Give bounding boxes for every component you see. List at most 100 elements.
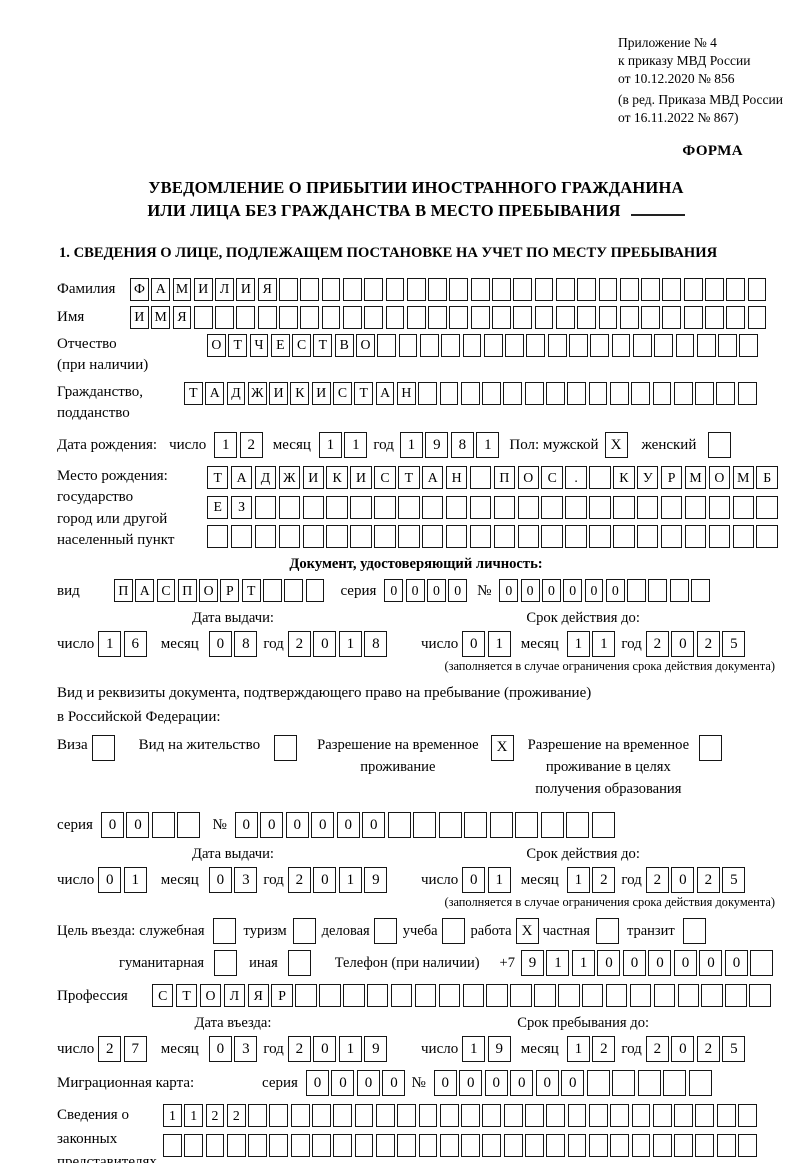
form-cell[interactable]	[726, 305, 746, 329]
form-cell[interactable]	[418, 1104, 438, 1128]
form-cell[interactable]: 2	[205, 1104, 225, 1128]
form-cell[interactable]: Д	[226, 381, 246, 405]
form-cell[interactable]: 2	[239, 432, 263, 459]
purpose-private-checkbox[interactable]	[595, 918, 619, 945]
form-cell[interactable]: Я	[257, 277, 277, 301]
form-cell[interactable]: 0	[605, 579, 625, 603]
form-cell[interactable]: О	[199, 579, 218, 603]
form-cell[interactable]	[629, 984, 652, 1008]
form-cell[interactable]	[505, 333, 524, 357]
form-cell[interactable]	[631, 381, 651, 405]
purpose-transit-checkbox[interactable]	[682, 918, 706, 945]
form-cell[interactable]	[695, 1133, 715, 1157]
form-cell[interactable]	[449, 277, 469, 301]
form-cell[interactable]: X	[515, 918, 539, 945]
form-cell[interactable]: С	[541, 466, 563, 490]
form-cell[interactable]	[418, 381, 438, 405]
form-cell[interactable]: С	[292, 333, 311, 357]
form-cell[interactable]: А	[135, 579, 155, 603]
form-cell[interactable]: 2	[645, 1036, 669, 1063]
form-cell[interactable]: Т	[313, 333, 333, 357]
form-cell[interactable]	[588, 1133, 608, 1157]
form-cell[interactable]: 8	[234, 631, 258, 658]
form-cell[interactable]: Д	[254, 466, 277, 490]
form-cell[interactable]	[470, 277, 490, 301]
form-cell[interactable]: 9	[487, 1036, 511, 1063]
form-cell[interactable]: 5	[722, 631, 746, 658]
form-cell[interactable]: З	[230, 495, 253, 519]
form-cell[interactable]	[312, 1133, 331, 1157]
form-cell[interactable]	[609, 381, 629, 405]
form-cell[interactable]	[588, 1104, 608, 1128]
form-cell[interactable]	[546, 1133, 566, 1157]
form-cell[interactable]: У	[637, 466, 659, 490]
form-cell[interactable]: Р	[220, 579, 240, 603]
form-cell[interactable]	[738, 1104, 757, 1128]
form-cell[interactable]: Я	[172, 305, 192, 329]
form-cell[interactable]	[567, 1104, 587, 1128]
form-cell[interactable]	[319, 984, 341, 1008]
form-cell[interactable]: Л	[215, 277, 234, 301]
form-cell[interactable]	[326, 495, 348, 519]
form-cell[interactable]	[541, 495, 563, 519]
form-cell[interactable]: 1	[98, 631, 122, 658]
form-cell[interactable]: И	[130, 305, 149, 329]
form-cell[interactable]: 9	[520, 950, 544, 977]
form-cell[interactable]: 0	[405, 579, 425, 603]
form-cell[interactable]	[163, 1133, 182, 1157]
form-cell[interactable]	[333, 1104, 353, 1128]
form-cell[interactable]	[577, 277, 597, 301]
form-cell[interactable]: 1	[214, 432, 238, 459]
form-cell[interactable]	[461, 1104, 480, 1128]
form-cell[interactable]	[493, 525, 516, 549]
form-cell[interactable]	[726, 277, 746, 301]
form-cell[interactable]: 1	[571, 950, 595, 977]
form-cell[interactable]: 1	[546, 950, 570, 977]
form-cell[interactable]	[390, 984, 413, 1008]
form-cell[interactable]	[343, 984, 365, 1008]
form-cell[interactable]	[215, 305, 234, 329]
form-cell[interactable]	[493, 495, 516, 519]
form-cell[interactable]: П	[177, 579, 197, 603]
form-cell[interactable]: О	[708, 466, 731, 490]
form-cell[interactable]	[652, 1104, 672, 1128]
form-cell[interactable]	[350, 495, 372, 519]
form-cell[interactable]	[441, 918, 465, 945]
form-cell[interactable]: 2	[98, 1036, 122, 1063]
form-cell[interactable]	[632, 333, 652, 357]
form-cell[interactable]	[274, 734, 298, 761]
form-cell[interactable]: А	[205, 381, 225, 405]
form-cell[interactable]	[269, 1133, 289, 1157]
form-cell[interactable]: И	[302, 466, 324, 490]
form-cell[interactable]	[387, 812, 411, 839]
form-cell[interactable]: 1	[163, 1104, 182, 1128]
form-cell[interactable]	[677, 984, 699, 1008]
form-cell[interactable]: 9	[425, 432, 449, 459]
form-cell[interactable]	[445, 495, 468, 519]
form-cell[interactable]: 0	[356, 1070, 380, 1097]
form-cell[interactable]	[738, 1133, 757, 1157]
form-cell[interactable]	[637, 1070, 661, 1097]
form-cell[interactable]: 0	[208, 1036, 232, 1063]
form-cell[interactable]	[590, 333, 610, 357]
form-cell[interactable]: О	[356, 333, 375, 357]
form-cell[interactable]: 0	[234, 812, 258, 839]
form-cell[interactable]	[699, 734, 723, 761]
form-cell[interactable]	[248, 1133, 267, 1157]
form-cell[interactable]	[321, 277, 341, 301]
form-cell[interactable]	[524, 381, 544, 405]
form-cell[interactable]	[492, 305, 511, 329]
form-cell[interactable]: 3	[234, 1036, 258, 1063]
form-cell[interactable]: Ж	[247, 381, 267, 405]
